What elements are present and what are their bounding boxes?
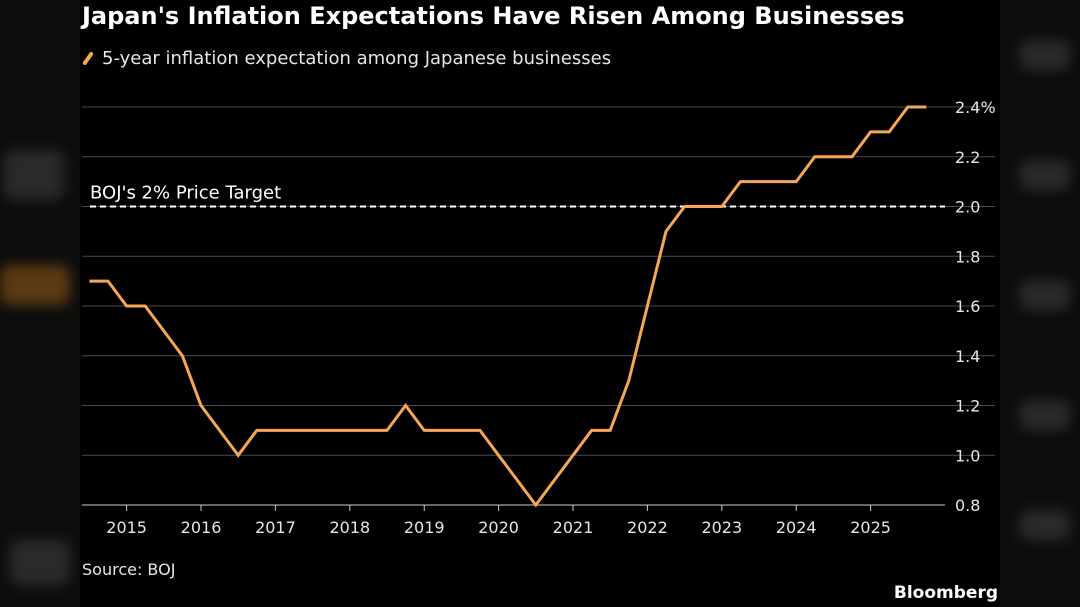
legend-label: 5-year inflation expectation among Japan… (102, 47, 612, 69)
bloomberg-logo: Bloomberg (893, 583, 998, 603)
x-tick-label: 2024 (776, 518, 817, 537)
blurred-shape (1020, 40, 1070, 70)
blurred-shape (0, 265, 70, 305)
y-tick-label: 1.8 (955, 247, 980, 266)
series-group (89, 105, 927, 508)
x-tick-label: 2020 (478, 518, 519, 537)
blurred-shape (1020, 400, 1070, 430)
y-axis-labels: 0.8 1.0 1.2 1.4 1.6 1.8 2.0 2.2 2.4% (955, 98, 996, 515)
y-tick-label: 2.0 (955, 198, 980, 217)
gridlines (82, 106, 995, 456)
y-tick-label: 0.8 (955, 496, 980, 515)
x-tick-label: 2025 (850, 518, 891, 537)
x-tick-label: 2021 (553, 518, 594, 537)
chart-title: Japan's Inflation Expectations Have Rise… (82, 2, 905, 30)
x-tick-label: 2022 (627, 518, 668, 537)
blurred-shape (1020, 160, 1070, 190)
x-tick-label: 2023 (701, 518, 742, 537)
blurred-shape (1020, 510, 1070, 540)
x-tick-label: 2017 (255, 518, 296, 537)
x-axis: 2015 2016 2017 2018 2019 2020 2021 2022 2023 2024… (82, 504, 945, 537)
y-tick-label: 1.0 (955, 446, 980, 465)
legend: 5-year inflation expectation among Japan… (82, 46, 612, 70)
y-tick-label: 2.2 (955, 148, 980, 167)
blurred-shape (4, 150, 64, 200)
x-tick-label: 2015 (106, 518, 147, 537)
x-tick-label: 2019 (404, 518, 445, 537)
source-note: Source: BOJ (82, 560, 176, 579)
y-tick-label: 1.4 (955, 347, 980, 366)
right-blurred-backdrop (1000, 0, 1080, 607)
reference-line-label: BOJ's 2% Price Target (90, 183, 281, 204)
x-tick-label: 2018 (329, 518, 370, 537)
left-blurred-backdrop (0, 0, 80, 607)
reference-line-group: BOJ's 2% Price Target (90, 183, 945, 208)
blurred-shape (1020, 280, 1070, 310)
blurred-shape (10, 540, 70, 585)
x-tick-label: 2016 (181, 518, 222, 537)
y-tick-label: 2.4% (955, 98, 996, 117)
y-tick-label: 1.2 (955, 397, 980, 416)
series-line (89, 105, 927, 508)
y-tick-label: 1.6 (955, 297, 980, 316)
